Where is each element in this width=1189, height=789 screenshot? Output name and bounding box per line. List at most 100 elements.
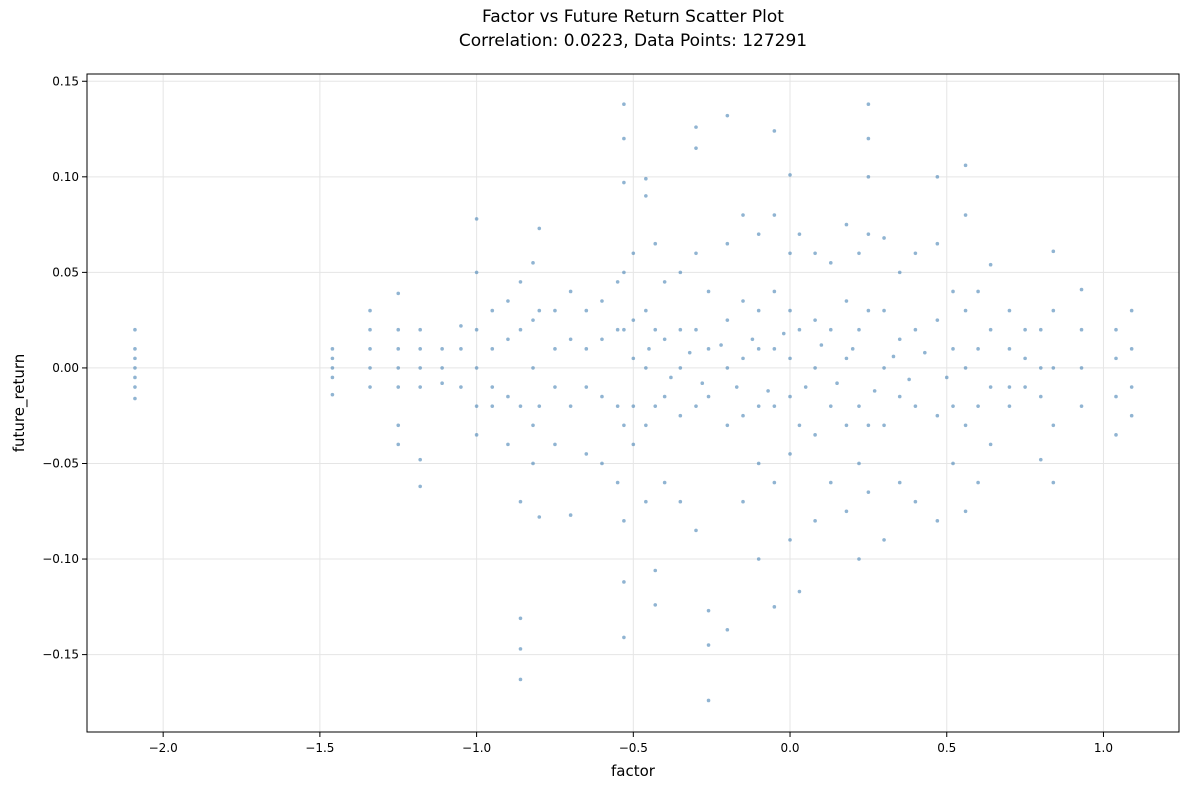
- point: [963, 366, 968, 370]
- point: [678, 413, 683, 418]
- point: [788, 452, 792, 456]
- point: [944, 375, 949, 380]
- point: [741, 356, 745, 361]
- point: [866, 102, 871, 106]
- point: [1114, 356, 1118, 361]
- point: [819, 343, 824, 347]
- point: [518, 677, 523, 682]
- point: [615, 404, 620, 408]
- point: [531, 366, 535, 370]
- point: [866, 175, 871, 179]
- point: [653, 603, 658, 607]
- point: [1007, 385, 1012, 389]
- point: [1023, 385, 1027, 389]
- point: [459, 385, 463, 389]
- point: [694, 146, 698, 150]
- point: [1079, 287, 1084, 292]
- point: [788, 173, 792, 177]
- point: [844, 509, 849, 514]
- point: [1129, 413, 1134, 418]
- point: [897, 480, 902, 485]
- point: [935, 318, 940, 322]
- point: [913, 499, 918, 504]
- point: [396, 385, 401, 389]
- point: [976, 347, 980, 351]
- point: [772, 347, 777, 351]
- point: [781, 331, 786, 336]
- point: [518, 280, 523, 284]
- point: [622, 580, 626, 584]
- point: [622, 270, 626, 275]
- point: [531, 461, 535, 466]
- point: [772, 129, 777, 133]
- point: [631, 404, 636, 408]
- point: [788, 538, 792, 542]
- point: [913, 251, 918, 256]
- point: [897, 270, 902, 275]
- point: [459, 324, 463, 328]
- point: [678, 499, 683, 504]
- point: [1007, 308, 1012, 313]
- point: [330, 347, 335, 351]
- point: [951, 347, 955, 351]
- point: [396, 442, 401, 447]
- point: [631, 251, 636, 256]
- point: [678, 270, 683, 275]
- point: [866, 423, 871, 428]
- point: [653, 241, 658, 246]
- x-axis-label: factor: [611, 762, 656, 780]
- point: [396, 366, 401, 370]
- ticks: −2.0 −1.5 −1.0 −0.5 0.0 0.5 1.0 −0.15 −0.10 −0.05…: [42, 74, 1113, 755]
- point: [963, 308, 968, 313]
- point: [866, 136, 871, 141]
- point: [518, 327, 523, 332]
- point: [923, 350, 927, 355]
- point: [368, 347, 372, 351]
- point: [844, 299, 849, 303]
- chart-subtitle: Correlation: 0.0223, Data Points: 127291: [459, 31, 807, 51]
- point: [418, 366, 422, 370]
- x-tick-label: −1.0: [462, 741, 491, 755]
- point: [772, 213, 777, 217]
- point: [553, 385, 557, 389]
- point: [653, 327, 658, 332]
- point: [788, 251, 792, 256]
- point: [615, 480, 620, 485]
- point: [133, 375, 137, 380]
- point: [622, 136, 626, 141]
- point: [988, 262, 993, 267]
- point: [706, 698, 711, 703]
- point: [857, 461, 861, 466]
- point: [418, 385, 422, 389]
- point: [653, 404, 658, 408]
- point: [1038, 327, 1043, 332]
- point: [418, 457, 422, 462]
- point: [631, 318, 636, 322]
- x-tick-label: 0.0: [780, 741, 799, 755]
- point: [725, 241, 730, 246]
- point: [756, 308, 761, 313]
- point: [872, 389, 877, 393]
- point: [882, 236, 886, 240]
- point: [133, 356, 137, 361]
- x-tick-label: 1.0: [1094, 741, 1113, 755]
- point: [518, 499, 523, 504]
- point: [828, 327, 833, 332]
- point: [133, 327, 137, 332]
- point: [1079, 327, 1084, 332]
- point: [963, 509, 968, 514]
- point: [662, 337, 667, 342]
- point: [706, 394, 711, 399]
- y-axis-label: future_return: [10, 354, 29, 453]
- point: [133, 385, 137, 389]
- point: [897, 394, 902, 399]
- point: [490, 347, 495, 351]
- point: [988, 442, 993, 447]
- point: [553, 308, 557, 313]
- point: [622, 180, 626, 185]
- point: [694, 528, 698, 533]
- point: [935, 241, 940, 246]
- point: [828, 261, 833, 265]
- point: [1038, 366, 1043, 370]
- point: [857, 251, 861, 256]
